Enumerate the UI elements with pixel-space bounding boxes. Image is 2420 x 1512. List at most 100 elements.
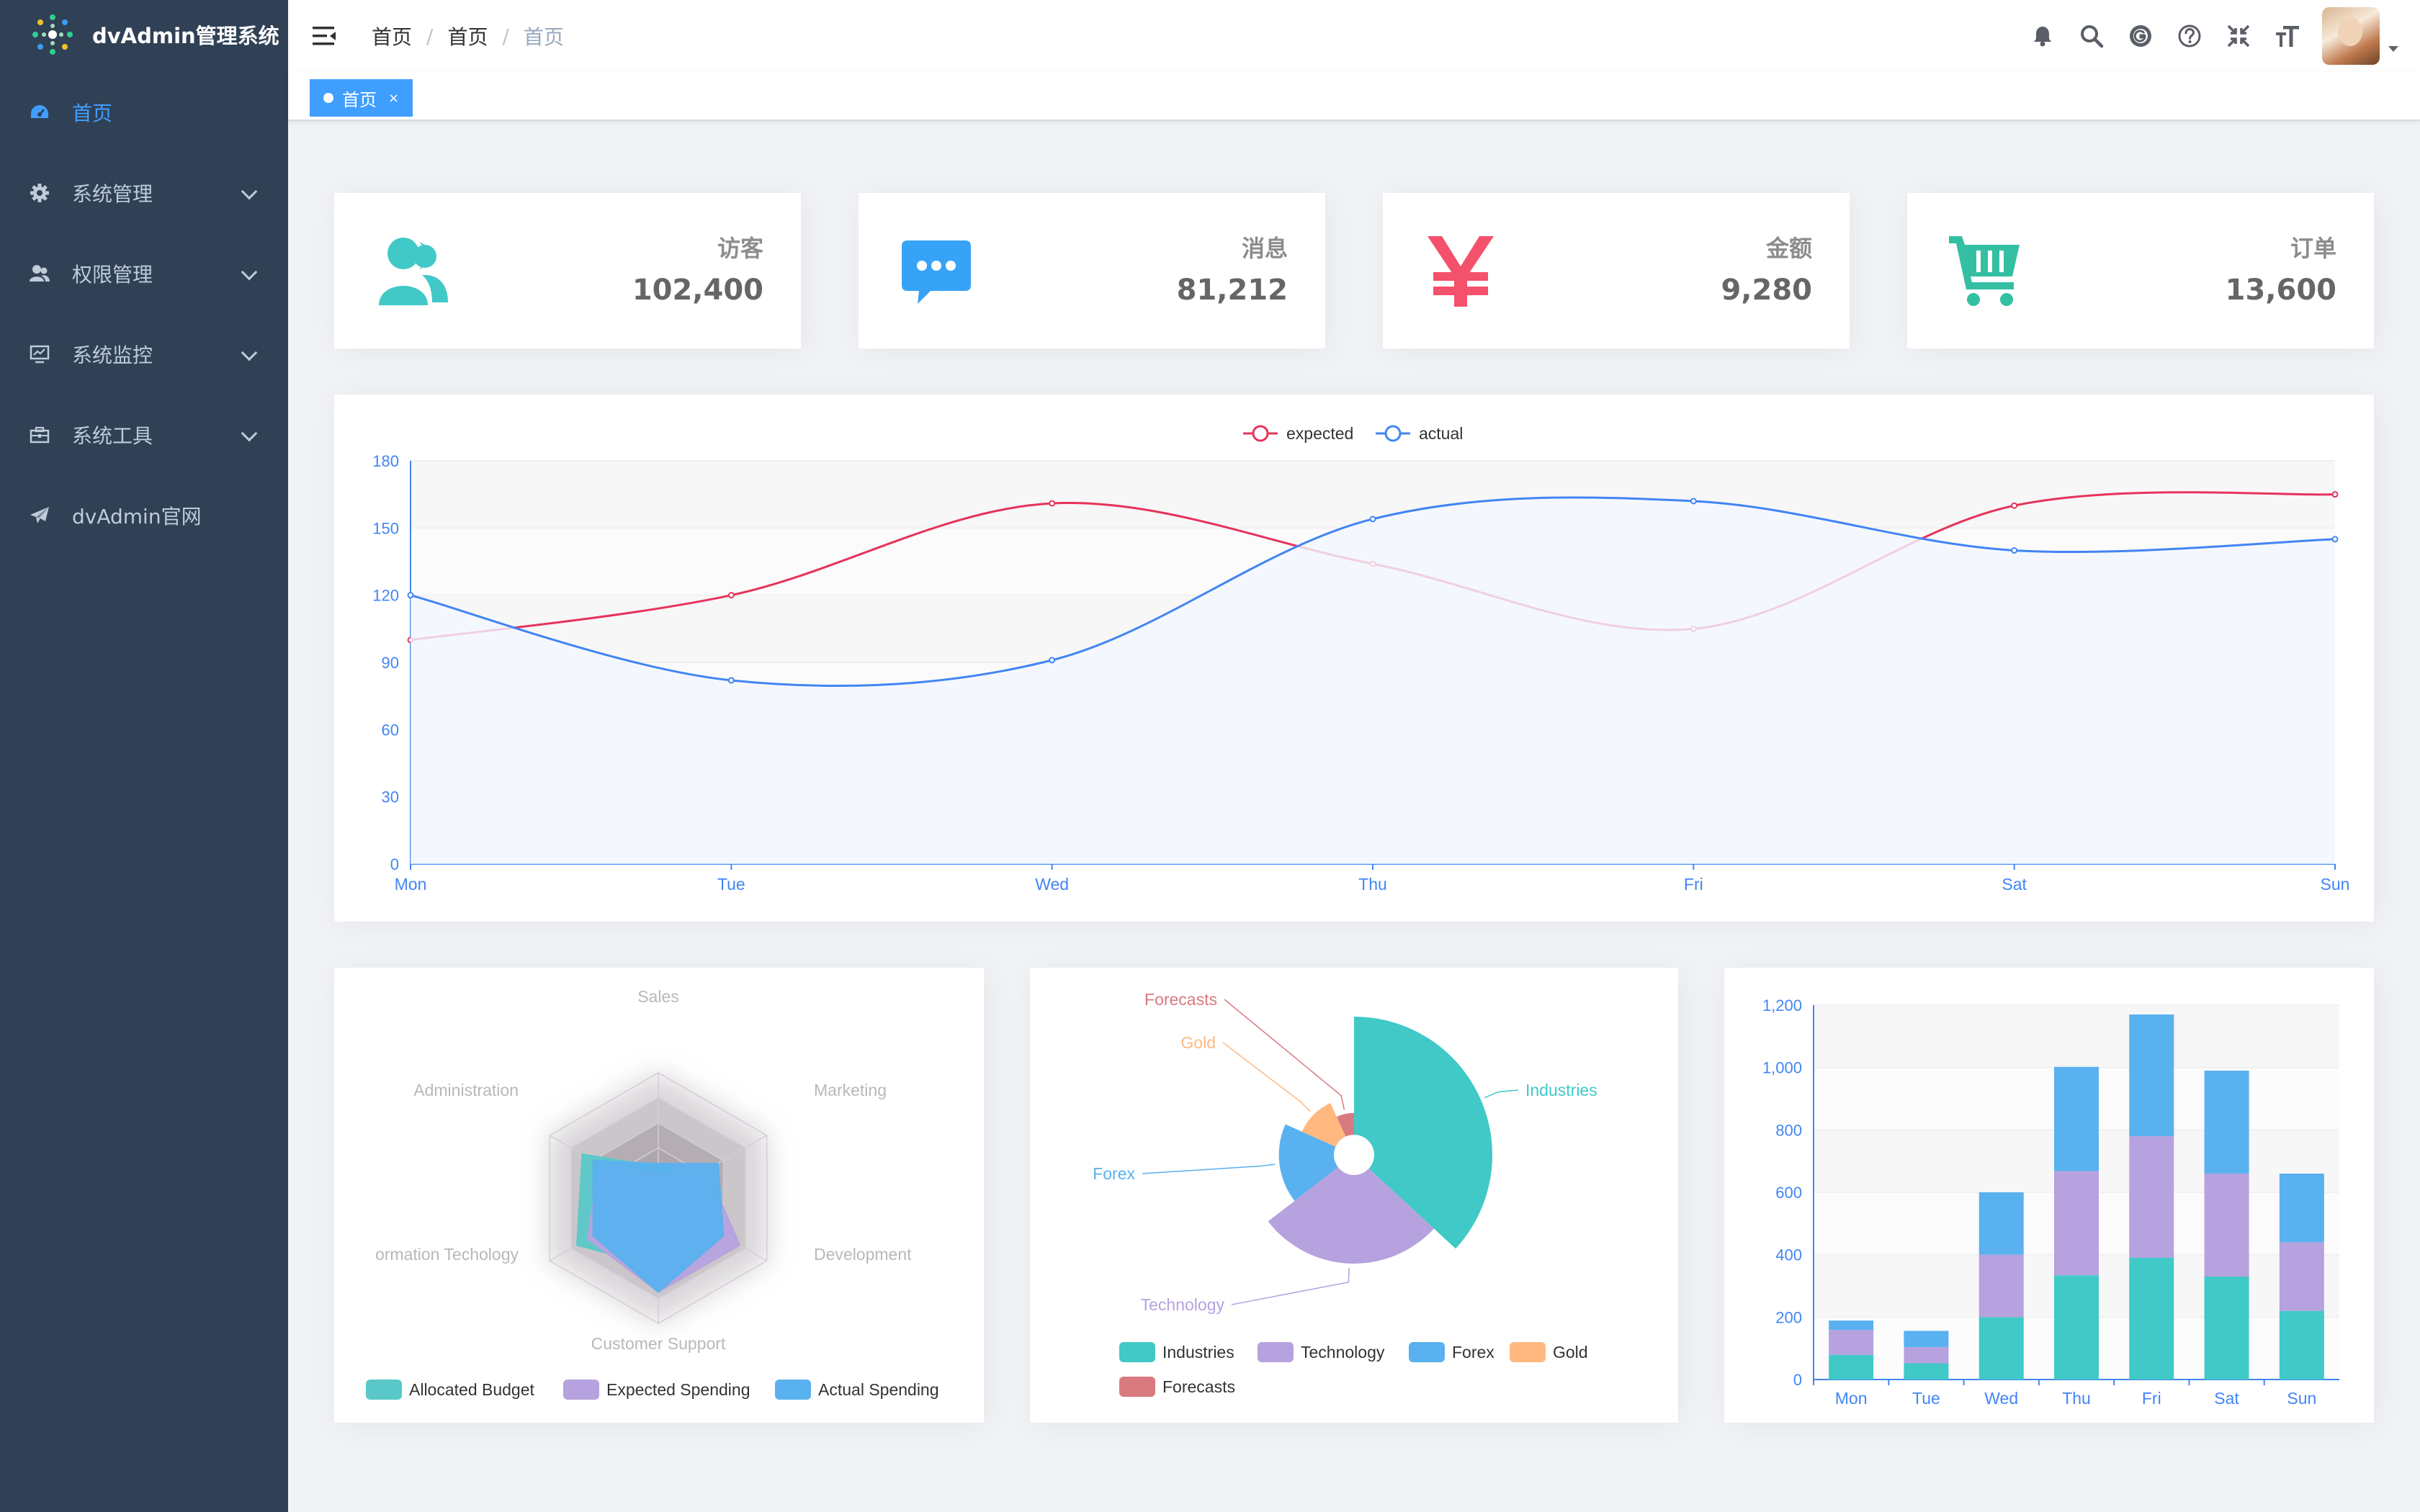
user-menu[interactable]	[2312, 0, 2420, 72]
legend-label: Allocated Budget	[409, 1380, 535, 1399]
sidebar-item-tools[interactable]: 系统工具	[0, 395, 288, 475]
app-title: dvAdmin管理系统	[92, 24, 279, 48]
stat-value: 13,600	[2225, 274, 2336, 307]
bar-pageB	[1829, 1330, 1874, 1355]
pie-slice-label: Forecasts	[1144, 990, 1217, 1009]
legend-swatch	[1510, 1342, 1546, 1362]
stat-card-messages[interactable]: 消息 81,212	[859, 193, 1325, 348]
font-size-icon[interactable]	[2263, 0, 2312, 72]
bar-pageB	[1904, 1346, 1949, 1364]
pie-slice-label: Forex	[1093, 1164, 1135, 1183]
data-point	[1690, 498, 1697, 505]
avatar[interactable]	[2322, 7, 2380, 65]
bar-pageA	[2204, 1277, 2249, 1380]
sidebar-item-home[interactable]: 首页	[0, 72, 288, 153]
sidebar-item-permission[interactable]: 权限管理	[0, 233, 288, 314]
y-tick-label: 30	[382, 788, 399, 806]
legend-swatch	[1119, 1377, 1155, 1397]
stat-value: 81,212	[1176, 274, 1288, 307]
radar-chart-card: Sales Marketing Development Customer Suppor…	[334, 968, 984, 1423]
legend-label: expected	[1286, 424, 1353, 443]
stat-card-orders[interactable]: 订单 13,600	[1907, 193, 2374, 348]
x-tick-label: Mon	[395, 875, 427, 894]
y-tick-label: 800	[1775, 1121, 1802, 1139]
bar-pageB	[2279, 1242, 2324, 1311]
y-tick-label: 60	[382, 721, 399, 739]
close-icon[interactable]: ×	[388, 90, 400, 106]
line-chart: 0 30 60 90 120 150 180 Mon Tue Wed Thu Fri Sat Sun exp…	[372, 424, 2349, 894]
bar-pageA	[2279, 1310, 2324, 1380]
pie-slice-label: Gold	[1180, 1033, 1216, 1052]
message-icon	[902, 240, 971, 304]
legend-swatch	[563, 1380, 599, 1400]
stat-card-money[interactable]: 金额 9,280	[1383, 193, 1850, 348]
legend-label: Gold	[1553, 1343, 1588, 1362]
pie-slice-label: Industries	[1525, 1081, 1597, 1099]
monitor-icon	[29, 343, 50, 365]
sidebar-item-label: 权限管理	[72, 263, 153, 287]
breadcrumb-item[interactable]: 首页	[372, 25, 413, 49]
pie-slice-label: Technology	[1141, 1295, 1225, 1314]
sidebar-item-label: dvAdmin官网	[72, 505, 202, 528]
user-group-icon	[29, 263, 50, 284]
stat-value: 9,280	[1721, 274, 1812, 307]
sidebar-item-website[interactable]: dvAdmin官网	[0, 475, 288, 556]
logo[interactable]: dvAdmin管理系统	[0, 0, 288, 69]
tag-label: 首页	[342, 89, 377, 110]
x-tick-label: Wed	[1035, 875, 1069, 894]
x-tick-label: Mon	[1835, 1389, 1868, 1408]
legend-label: Forecasts	[1162, 1377, 1235, 1396]
search-icon[interactable]	[2067, 0, 2116, 72]
data-point	[2011, 502, 2018, 509]
money-icon	[1428, 236, 1494, 307]
bar-pageA	[2129, 1258, 2174, 1380]
toolbox-icon	[29, 424, 50, 446]
data-point	[407, 592, 414, 599]
y-tick-label: 150	[372, 519, 399, 537]
x-tick-label: Tue	[1912, 1389, 1940, 1408]
sidebar-item-system[interactable]: 系统管理	[0, 153, 288, 233]
bar-pageA	[2054, 1275, 2099, 1380]
sidebar-item-label: 系统管理	[72, 182, 153, 206]
legend-label: Expected Spending	[606, 1380, 750, 1399]
bar-pageB	[1978, 1254, 2024, 1318]
y-tick-label: 200	[1775, 1308, 1802, 1326]
question-icon[interactable]	[2165, 0, 2214, 72]
bar-chart-card: 0 200 400 600 800 1,000 1,200 Mon Tue Wed Thu Fri Sa…	[1724, 968, 2374, 1423]
x-tick-label: Fri	[1684, 875, 1703, 894]
x-tick-label: Thu	[2062, 1389, 2091, 1408]
stat-value: 102,400	[632, 274, 763, 307]
tag-home[interactable]: 首页 ×	[310, 79, 413, 117]
sidebar: dvAdmin管理系统 首页 系统管理 权限管理 系统监控	[0, 0, 288, 1512]
caret-down-icon[interactable]	[2388, 46, 2398, 52]
bar-pageC	[2279, 1174, 2324, 1243]
pie-label-line	[1224, 999, 1345, 1110]
bell-icon[interactable]	[2018, 0, 2067, 72]
sidebar-item-monitor[interactable]: 系统监控	[0, 314, 288, 395]
shopping-icon	[1949, 236, 2020, 306]
fullscreen-icon[interactable]	[2214, 0, 2263, 72]
github-icon[interactable]	[2116, 0, 2165, 72]
bar-pageA	[1978, 1317, 2024, 1380]
legend-marker	[1252, 425, 1269, 442]
radar-series-actual-spending	[592, 1159, 725, 1293]
bar-pageC	[2129, 1014, 2174, 1136]
stat-card-visitors[interactable]: 访客 102,400	[334, 193, 801, 348]
y-tick-label: 180	[372, 452, 399, 470]
radar-indicator-label: Sales	[637, 987, 679, 1006]
y-tick-label: 0	[1793, 1371, 1802, 1389]
radar-indicator-label: ormation Techology	[375, 1245, 519, 1264]
data-point	[2331, 491, 2339, 498]
chevron-down-icon	[241, 183, 258, 200]
chevron-down-icon	[241, 425, 258, 442]
series-area-actual	[411, 497, 2335, 864]
y-tick-label: 600	[1775, 1184, 1802, 1202]
hamburger-icon[interactable]	[311, 23, 337, 49]
navbar: 首页 / 首页 / 首页	[288, 0, 2420, 72]
breadcrumb: 首页 / 首页 / 首页	[372, 20, 564, 52]
bar-pageB	[2129, 1136, 2174, 1258]
breadcrumb-item[interactable]: 首页	[447, 25, 488, 49]
legend-label: Technology	[1301, 1343, 1385, 1362]
radar-indicator-label: Customer Support	[591, 1334, 726, 1353]
y-tick-label: 400	[1775, 1246, 1802, 1264]
